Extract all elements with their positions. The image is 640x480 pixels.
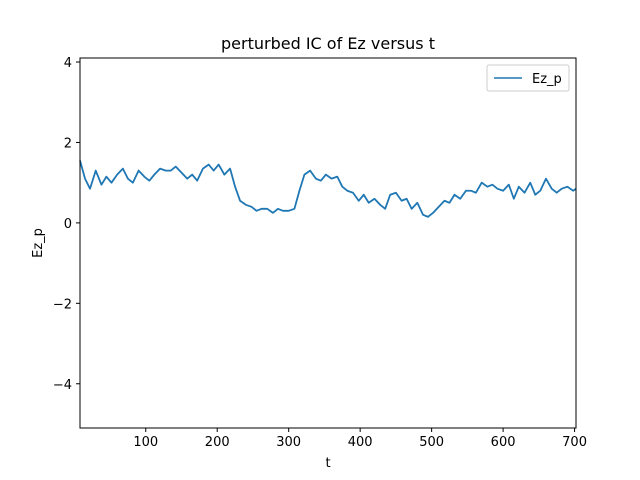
y-axis-label: Ez_p (31, 228, 46, 258)
legend: Ez_p (486, 64, 570, 92)
x-tick-label: 600 (491, 435, 516, 450)
axes-frame (79, 57, 577, 429)
chart-title: perturbed IC of Ez versus t (221, 34, 435, 53)
y-tick-label: 4 (64, 56, 72, 71)
legend-entry-ez-p: Ez_p (532, 72, 562, 87)
x-tick-label: 100 (133, 435, 158, 450)
x-tick-label: 700 (562, 435, 587, 450)
x-tick-label: 300 (276, 435, 301, 450)
y-tick-label: 0 (64, 217, 72, 232)
x-axis-label: t (325, 456, 330, 471)
y-tick-label: 2 (64, 136, 72, 151)
y-tick-label: −4 (53, 378, 72, 393)
x-tick-label: 500 (419, 435, 444, 450)
x-tick-label: 400 (348, 435, 373, 450)
legend-box (486, 64, 570, 92)
y-tick-label: −2 (53, 297, 72, 312)
series-line-0 (79, 160, 577, 218)
x-tick-label: 200 (205, 435, 230, 450)
